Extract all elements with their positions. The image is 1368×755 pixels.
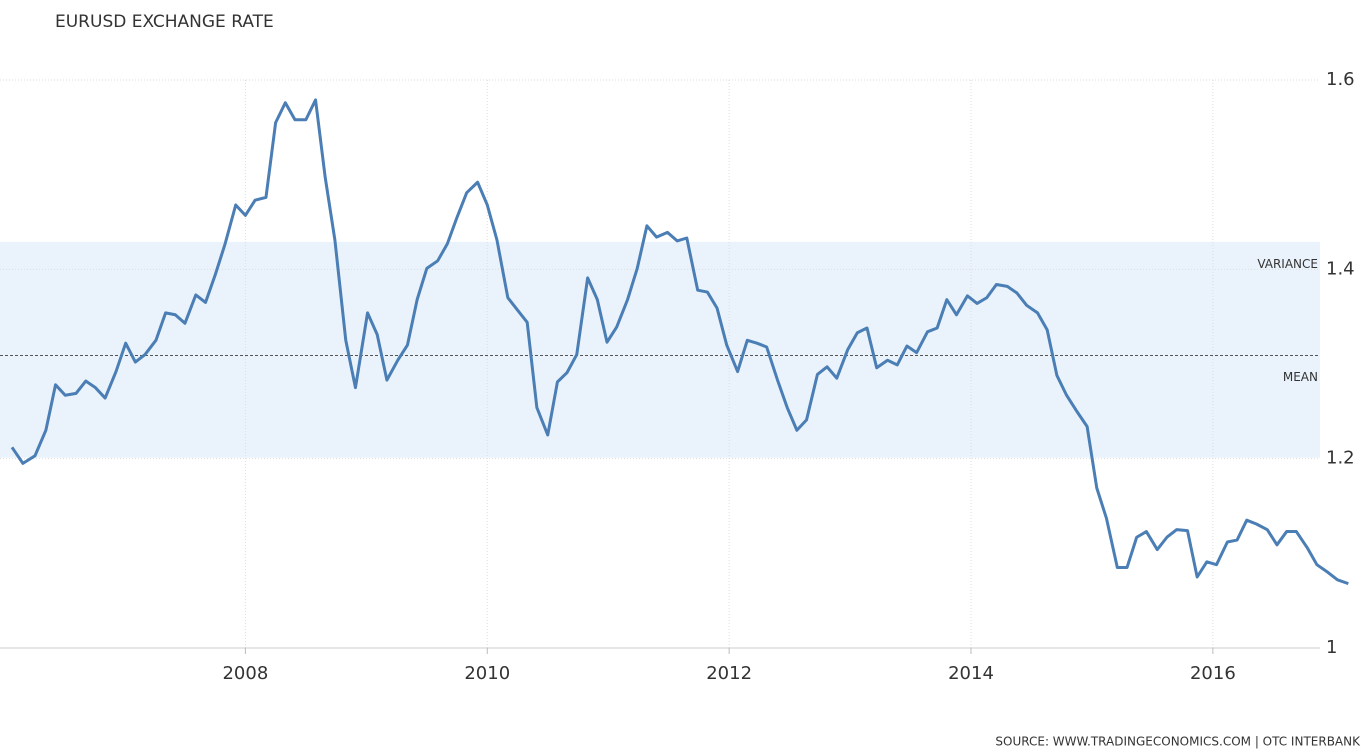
mean-label: MEAN xyxy=(1283,370,1318,384)
y-tick-label: 1 xyxy=(1326,637,1337,658)
variance-band xyxy=(0,241,1320,458)
x-tick-label: 2014 xyxy=(948,663,994,684)
series-line xyxy=(10,98,1349,586)
y-tick-label: 1.6 xyxy=(1326,69,1355,90)
x-tick-label: 2012 xyxy=(706,663,752,684)
variance-label: VARIANCE xyxy=(1257,257,1318,271)
y-tick-label: 1.4 xyxy=(1326,258,1355,279)
x-tick-label: 2008 xyxy=(222,663,268,684)
y-tick-label: 1.2 xyxy=(1326,448,1355,469)
chart-title: EURUSD EXCHANGE RATE xyxy=(55,12,274,32)
x-tick-label: 2010 xyxy=(464,663,510,684)
source: SOURCE: WWW.TRADINGECONOMICS.COM | OTC I… xyxy=(995,735,1361,749)
x-tick-label: 2016 xyxy=(1190,663,1236,684)
